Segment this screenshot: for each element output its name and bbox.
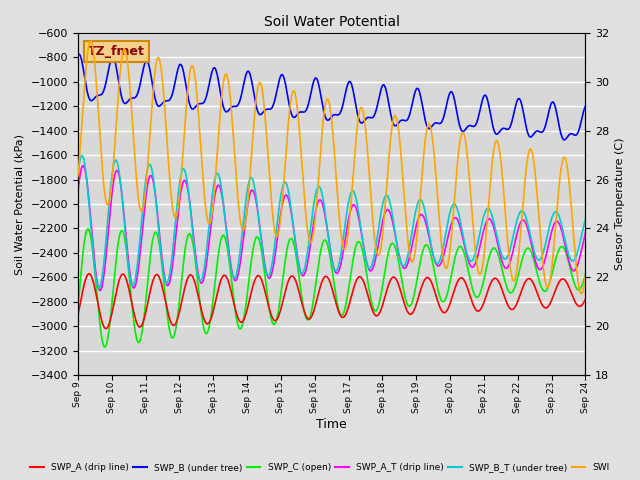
Y-axis label: Sensor Temperature (C): Sensor Temperature (C) [615,138,625,270]
Y-axis label: Soil Water Potential (kPa): Soil Water Potential (kPa) [15,133,25,275]
Title: Soil Water Potential: Soil Water Potential [264,15,400,29]
Text: TZ_fmet: TZ_fmet [88,45,145,58]
X-axis label: Time: Time [316,419,347,432]
Legend: SWP_A (drip line), SWP_B (under tree), SWP_C (open), SWP_A_T (drip line), SWP_B_: SWP_A (drip line), SWP_B (under tree), S… [26,459,614,476]
